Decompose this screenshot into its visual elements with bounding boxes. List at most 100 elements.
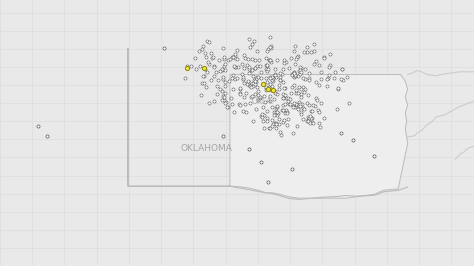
Point [201, 67, 209, 71]
Point [203, 70, 211, 74]
Point [219, 46, 227, 50]
Point [281, 85, 289, 90]
Point [244, 80, 252, 84]
Point [242, 91, 249, 95]
Point [289, 105, 297, 109]
Point [266, 57, 273, 62]
Point [273, 126, 280, 130]
Point [269, 79, 276, 83]
Point [294, 107, 301, 111]
Point [272, 89, 279, 93]
Point [293, 124, 301, 128]
Point [213, 92, 220, 96]
Point [278, 72, 286, 77]
Point [275, 122, 283, 126]
Point [256, 95, 264, 99]
Point [256, 96, 264, 100]
Point [282, 93, 289, 97]
Point [191, 56, 199, 60]
Point [281, 86, 288, 90]
Point [273, 121, 280, 126]
Point [272, 90, 279, 95]
Point [230, 110, 237, 114]
Point [300, 106, 307, 110]
Point [229, 87, 237, 91]
Point [288, 85, 296, 89]
Point [264, 47, 272, 52]
Point [297, 72, 304, 76]
Point [282, 102, 289, 106]
Point [292, 102, 300, 106]
Point [262, 88, 269, 92]
Point [292, 57, 300, 61]
Point [293, 55, 301, 59]
Point [331, 70, 338, 74]
Point [271, 73, 279, 77]
Point [279, 108, 287, 112]
Point [239, 109, 246, 113]
Point [220, 64, 228, 68]
Point [303, 119, 310, 123]
Point [238, 61, 246, 66]
Point [281, 58, 288, 62]
Point [212, 70, 220, 74]
Point [218, 67, 226, 72]
Point [251, 66, 259, 70]
Point [296, 65, 304, 69]
Point [263, 85, 270, 89]
Point [242, 110, 250, 114]
Point [246, 101, 254, 106]
Point [266, 75, 274, 80]
Point [297, 92, 304, 96]
Point [305, 103, 313, 107]
Point [301, 107, 308, 111]
Point [323, 77, 330, 81]
Point [300, 85, 307, 89]
Point [282, 96, 290, 100]
Point [249, 84, 257, 88]
Point [230, 63, 238, 68]
Point [200, 44, 207, 48]
Point [283, 123, 291, 127]
Point [316, 63, 323, 67]
Point [251, 82, 259, 86]
Point [247, 68, 255, 73]
Point [291, 73, 299, 78]
Point [160, 46, 167, 50]
Point [282, 60, 290, 64]
Point [202, 85, 210, 89]
Point [295, 103, 302, 107]
Point [240, 66, 247, 70]
Point [260, 113, 268, 117]
Point [290, 131, 297, 135]
Point [306, 78, 313, 82]
Point [266, 35, 274, 39]
Point [325, 65, 332, 69]
Point [337, 131, 345, 135]
Point [209, 56, 216, 60]
Point [237, 86, 244, 91]
Point [327, 63, 334, 67]
Point [264, 63, 271, 68]
Point [264, 64, 271, 68]
Point [247, 85, 255, 89]
Point [245, 65, 253, 69]
Point [275, 87, 283, 92]
Point [218, 97, 226, 102]
Point [317, 70, 324, 74]
Point [305, 116, 313, 120]
Point [240, 80, 247, 85]
Point [253, 77, 260, 81]
Point [231, 65, 239, 70]
Point [205, 101, 212, 105]
Point [272, 67, 279, 72]
Point [183, 66, 191, 70]
Point [304, 118, 312, 122]
Point [229, 73, 237, 77]
Point [231, 52, 239, 56]
Point [272, 72, 279, 77]
Point [290, 101, 298, 105]
Point [331, 76, 338, 80]
Point [231, 77, 239, 81]
Point [205, 60, 212, 65]
